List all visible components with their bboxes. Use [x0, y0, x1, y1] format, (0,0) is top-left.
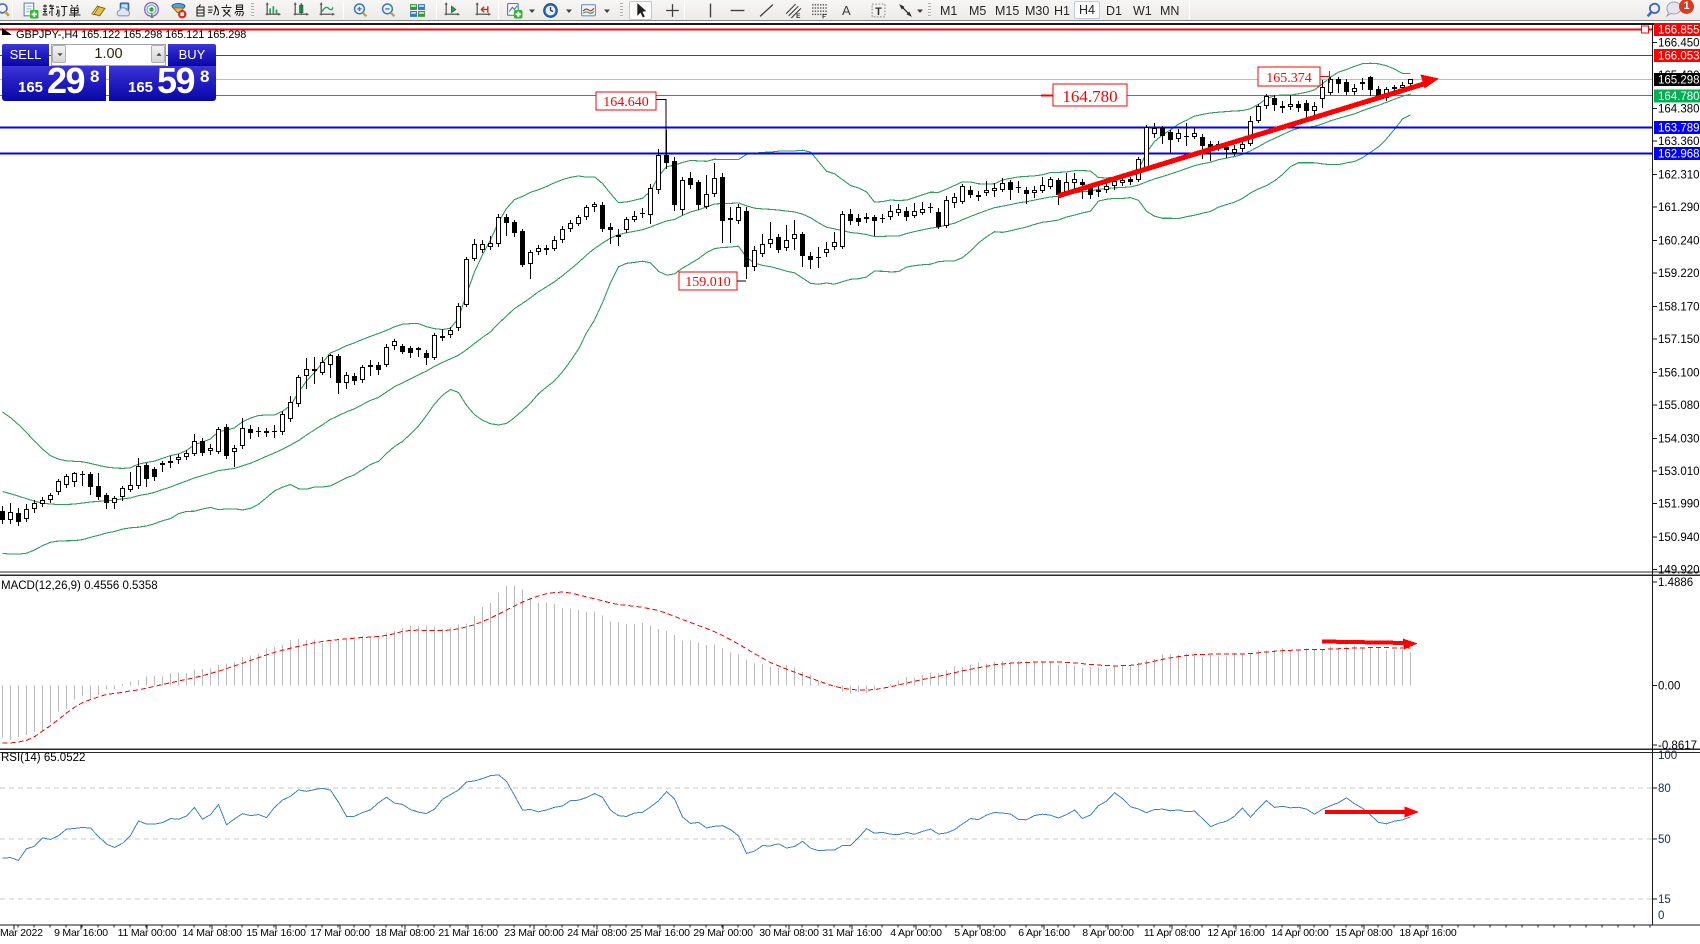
svg-text:0.00: 0.00 — [1658, 680, 1680, 692]
svg-text:164.780: 164.780 — [1658, 91, 1700, 103]
svg-text:15: 15 — [1658, 894, 1671, 906]
svg-text:F: F — [822, 13, 826, 19]
svg-text:154.030: 154.030 — [1658, 434, 1700, 446]
svg-text:14 Mar 08:00: 14 Mar 08:00 — [182, 927, 242, 939]
svg-text:23 Mar 00:00: 23 Mar 00:00 — [504, 927, 564, 939]
svg-text:17 Mar 00:00: 17 Mar 00:00 — [310, 927, 370, 939]
svg-text:166.053: 166.053 — [1658, 50, 1700, 62]
svg-text:161.290: 161.290 — [1658, 202, 1700, 214]
svg-text:166.855: 166.855 — [1658, 25, 1700, 37]
svg-text:159.010: 159.010 — [685, 275, 731, 290]
svg-text:MACD(12,26,9) 0.4556 0.5358: MACD(12,26,9) 0.4556 0.5358 — [1, 580, 158, 592]
svg-text:164.640: 164.640 — [603, 95, 649, 110]
svg-text:158.170: 158.170 — [1658, 302, 1700, 314]
svg-text:T: T — [875, 6, 882, 18]
svg-text:164.380: 164.380 — [1658, 104, 1700, 116]
svg-text:GBPJPY-,H4 165.122 165.298 16: GBPJPY-,H4 165.122 165.298 165.121 165.2… — [16, 29, 246, 41]
svg-text:5 Apr 08:00: 5 Apr 08:00 — [954, 927, 1006, 939]
svg-text:149.920: 149.920 — [1658, 565, 1700, 577]
svg-text:153.010: 153.010 — [1658, 466, 1700, 478]
svg-text:30 Mar 08:00: 30 Mar 08:00 — [759, 927, 819, 939]
svg-text:165.298: 165.298 — [1658, 74, 1700, 86]
svg-text:163.789: 163.789 — [1658, 122, 1700, 134]
svg-text:160.240: 160.240 — [1658, 236, 1700, 248]
svg-text:E: E — [796, 13, 800, 19]
svg-text:6 Apr 16:00: 6 Apr 16:00 — [1018, 927, 1070, 939]
svg-text:155.080: 155.080 — [1658, 400, 1700, 412]
svg-text:151.990: 151.990 — [1658, 499, 1700, 511]
svg-text:31 Mar 16:00: 31 Mar 16:00 — [822, 927, 882, 939]
svg-text:165.374: 165.374 — [1266, 71, 1312, 86]
svg-text:12 Apr 16:00: 12 Apr 16:00 — [1207, 927, 1265, 939]
svg-text:4 Apr 00:00: 4 Apr 00:00 — [890, 927, 942, 939]
svg-text:14 Apr 00:00: 14 Apr 00:00 — [1271, 927, 1329, 939]
svg-text:15 Apr 08:00: 15 Apr 08:00 — [1335, 927, 1393, 939]
svg-text:RSI(14) 65.0522: RSI(14) 65.0522 — [1, 752, 85, 764]
svg-text:150.940: 150.940 — [1658, 532, 1700, 544]
svg-text:159.220: 159.220 — [1658, 268, 1700, 280]
svg-text:11 Mar 00:00: 11 Mar 00:00 — [118, 927, 177, 939]
svg-text:50: 50 — [1658, 834, 1671, 846]
svg-text:9 Mar 16:00: 9 Mar 16:00 — [54, 927, 108, 939]
svg-text:166.450: 166.450 — [1658, 38, 1700, 50]
svg-text:24 Mar 08:00: 24 Mar 08:00 — [567, 927, 627, 939]
svg-text:100: 100 — [1658, 750, 1677, 762]
svg-text:0: 0 — [1658, 910, 1664, 922]
svg-text:18 Apr 16:00: 18 Apr 16:00 — [1399, 927, 1457, 939]
svg-text:8 Apr 00:00: 8 Apr 00:00 — [1082, 927, 1134, 939]
svg-text:164.780: 164.780 — [1062, 87, 1117, 106]
svg-text:15 Mar 16:00: 15 Mar 16:00 — [246, 927, 306, 939]
svg-text:21 Mar 16:00: 21 Mar 16:00 — [438, 927, 498, 939]
svg-text:162.310: 162.310 — [1658, 170, 1700, 182]
svg-text:Mar 2022: Mar 2022 — [0, 927, 43, 939]
svg-text:162.968: 162.968 — [1658, 149, 1700, 161]
svg-text:157.150: 157.150 — [1658, 334, 1700, 346]
svg-text:156.100: 156.100 — [1658, 368, 1700, 380]
svg-text:18 Mar 08:00: 18 Mar 08:00 — [375, 927, 435, 939]
svg-text:11 Apr 08:00: 11 Apr 08:00 — [1144, 927, 1201, 939]
svg-text:25 Mar 16:00: 25 Mar 16:00 — [630, 927, 690, 939]
svg-text:29 Mar 00:00: 29 Mar 00:00 — [693, 927, 753, 939]
svg-text:-0.8617: -0.8617 — [1658, 740, 1697, 752]
svg-text:1.4886: 1.4886 — [1658, 577, 1693, 589]
svg-text:163.360: 163.360 — [1658, 136, 1700, 148]
svg-text:80: 80 — [1658, 783, 1671, 795]
